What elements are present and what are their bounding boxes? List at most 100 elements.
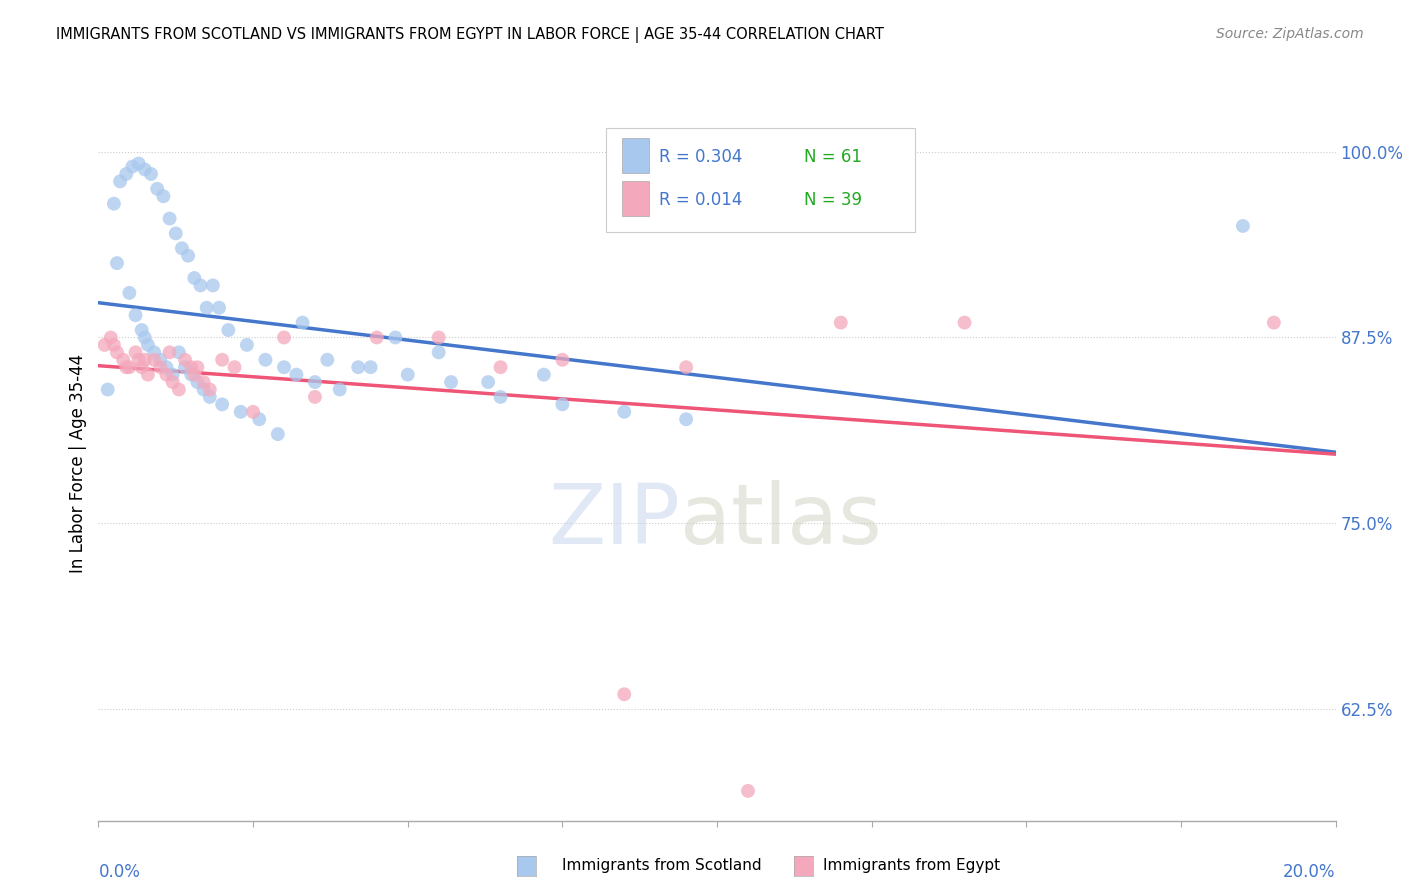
Point [165, 227, 187, 241]
Point [242, 405, 264, 419]
Point [551, 352, 574, 367]
Point [105, 256, 128, 270]
Point [396, 368, 419, 382]
Point [162, 368, 184, 382]
Point [613, 405, 636, 419]
Text: Source: ZipAtlas.com: Source: ZipAtlas.com [1216, 27, 1364, 41]
Point [152, 189, 174, 203]
Point [100, 330, 122, 344]
Point [830, 316, 852, 330]
Point [139, 167, 162, 181]
Point [128, 156, 150, 170]
Point [195, 301, 218, 315]
Point [155, 368, 177, 382]
Point [143, 345, 166, 359]
Point [159, 211, 181, 226]
Point [162, 375, 184, 389]
Point [267, 427, 290, 442]
Point [440, 375, 463, 389]
Point [1232, 219, 1254, 233]
Point [118, 285, 141, 300]
Point [149, 360, 172, 375]
Point [134, 352, 156, 367]
Text: atlas: atlas [681, 481, 882, 561]
Point [211, 352, 233, 367]
Text: 20.0%: 20.0% [1284, 863, 1336, 881]
Text: Immigrants from Scotland: Immigrants from Scotland [562, 858, 762, 872]
Point [273, 330, 295, 344]
Point [190, 278, 212, 293]
Text: 0.0%: 0.0% [98, 863, 141, 881]
Point [737, 784, 759, 798]
Point [108, 174, 131, 188]
Point [675, 360, 697, 375]
Point [533, 368, 555, 382]
Point [208, 301, 231, 315]
Point [136, 368, 159, 382]
Point [170, 241, 193, 255]
Point [247, 412, 270, 426]
Point [180, 360, 202, 375]
Point [953, 316, 976, 330]
FancyBboxPatch shape [606, 128, 915, 232]
Point [291, 316, 314, 330]
Text: IMMIGRANTS FROM SCOTLAND VS IMMIGRANTS FROM EGYPT IN LABOR FORCE | AGE 35-44 COR: IMMIGRANTS FROM SCOTLAND VS IMMIGRANTS F… [56, 27, 884, 43]
Point [198, 383, 221, 397]
Point [329, 383, 352, 397]
Point [103, 196, 125, 211]
Point [174, 352, 197, 367]
Point [136, 338, 159, 352]
Point [229, 405, 252, 419]
Point [186, 375, 208, 389]
Text: R = 0.304: R = 0.304 [659, 148, 742, 166]
Point [183, 368, 205, 382]
Point [124, 308, 146, 322]
Point [97, 383, 120, 397]
Point [236, 338, 259, 352]
Text: Immigrants from Egypt: Immigrants from Egypt [823, 858, 1000, 872]
Point [146, 182, 169, 196]
Point [177, 249, 200, 263]
Text: R = 0.014: R = 0.014 [659, 191, 742, 209]
Point [183, 271, 205, 285]
Point [112, 352, 135, 367]
Point [128, 352, 150, 367]
Point [167, 383, 190, 397]
Point [131, 323, 153, 337]
Point [159, 345, 181, 359]
Text: N = 39: N = 39 [804, 191, 862, 209]
Point [489, 390, 512, 404]
Point [347, 360, 370, 375]
Point [149, 352, 172, 367]
Point [477, 375, 499, 389]
Point [174, 360, 197, 375]
Point [103, 338, 125, 352]
Point [273, 360, 295, 375]
Point [551, 397, 574, 411]
Point [360, 360, 382, 375]
Text: ZIP: ZIP [548, 481, 681, 561]
Y-axis label: In Labor Force | Age 35-44: In Labor Force | Age 35-44 [69, 354, 87, 574]
Point [193, 383, 215, 397]
Point [134, 330, 156, 344]
Point [198, 390, 221, 404]
Point [180, 368, 202, 382]
Point [217, 323, 239, 337]
Point [304, 390, 326, 404]
Point [211, 397, 233, 411]
Point [115, 167, 138, 181]
Point [201, 278, 224, 293]
Point [186, 360, 208, 375]
Point [427, 330, 450, 344]
Point [254, 352, 277, 367]
Point [105, 345, 128, 359]
Point [155, 360, 177, 375]
Point [134, 162, 156, 177]
Point [115, 360, 138, 375]
Point [1263, 316, 1285, 330]
Point [613, 687, 636, 701]
Point [193, 375, 215, 389]
Point [143, 352, 166, 367]
Point [675, 412, 697, 426]
Point [224, 360, 246, 375]
